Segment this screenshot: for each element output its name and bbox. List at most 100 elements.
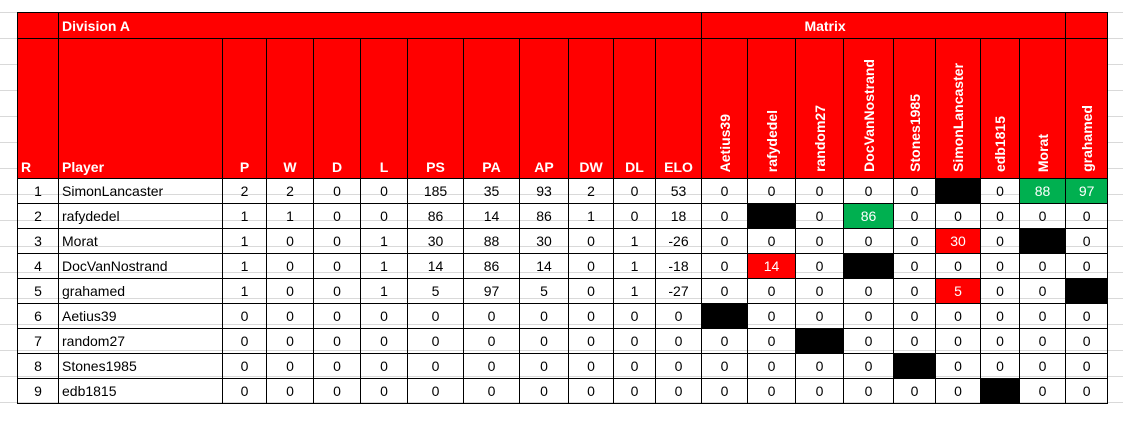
matrix-cell: 0: [980, 353, 1020, 379]
stat-cell: 0: [266, 228, 314, 254]
column-header: DW: [568, 38, 614, 179]
stat-cell: 0: [222, 303, 267, 329]
player-name: Aetius39: [58, 303, 223, 329]
stat-cell: 0: [613, 378, 656, 404]
stat-cell: 0: [568, 303, 614, 329]
matrix-cell: 0: [843, 353, 894, 379]
matrix-cell: 0: [747, 328, 796, 354]
stat-cell: 1: [613, 253, 656, 279]
matrix-cell: 0: [701, 203, 748, 229]
player-name: Morat: [58, 228, 223, 254]
stat-cell: 0: [568, 278, 614, 304]
matrix-cell: 0: [893, 203, 936, 229]
data-row: 2 rafydedel 1 1 0 0 86 14 86 1 0 18 0 0 86 0 0 0 0 0: [17, 203, 1109, 229]
stat-cell: 6: [17, 303, 59, 329]
player-name: grahamed: [58, 278, 223, 304]
highlight-cell: 30: [935, 228, 981, 254]
matrix-cell: 0: [747, 178, 796, 204]
matrix-cell: 0: [747, 353, 796, 379]
matrix-header-cell: Aetius39: [701, 38, 748, 179]
stat-cell: -27: [655, 278, 702, 304]
title-row: Division A Matrix: [17, 12, 1109, 39]
matrix-cell: 0: [701, 178, 748, 204]
matrix-cell: 0: [1018, 303, 1067, 329]
stat-cell: 93: [519, 178, 569, 204]
matrix-cell: 0: [1065, 203, 1109, 229]
column-header: AP: [519, 38, 569, 179]
stat-cell: 88: [463, 228, 520, 254]
matrix-cell: 0: [701, 328, 748, 354]
matrix-cell: 0: [935, 378, 981, 404]
matrix-cell: 0: [893, 228, 936, 254]
matrix-cell: 0: [935, 253, 981, 279]
player-name: edb1815: [58, 378, 223, 404]
table-body: Division A Matrix R Player P W D L PS PA AP DW DL E…: [17, 12, 1109, 404]
stat-cell: 9: [17, 378, 59, 404]
stat-cell: 0: [519, 353, 569, 379]
stat-cell: 5: [519, 278, 569, 304]
data-row: 3 Morat 1 0 0 1 30 88 30 0 1 -26 0 0 0 0 0 30 0 0: [17, 228, 1109, 254]
stat-cell: 0: [360, 378, 408, 404]
matrix-column-header: Stones1985: [906, 94, 923, 172]
matrix-cell: 0: [795, 378, 844, 404]
matrix-cell: 0: [893, 278, 936, 304]
stat-cell: 5: [17, 278, 59, 304]
stat-cell: 0: [313, 278, 361, 304]
matrix-cell: 0: [1018, 203, 1067, 229]
matrix-cell: 0: [893, 328, 936, 354]
matrix-header-cell: Morat: [1018, 38, 1067, 179]
blocked-cell: [1065, 278, 1109, 304]
stat-cell: 0: [613, 303, 656, 329]
stat-cell: 1: [222, 253, 267, 279]
blank-cell: [17, 12, 59, 39]
blocked-cell: [980, 378, 1020, 404]
stat-cell: 18: [655, 203, 702, 229]
stat-cell: 0: [568, 253, 614, 279]
blocked-cell: [747, 203, 796, 229]
matrix-cell: 0: [980, 228, 1020, 254]
stat-cell: 0: [313, 178, 361, 204]
stat-cell: 0: [655, 303, 702, 329]
matrix-column-header: grahamed: [1078, 105, 1095, 172]
matrix-cell: 0: [747, 278, 796, 304]
stat-cell: 86: [519, 203, 569, 229]
matrix-cell: 0: [843, 228, 894, 254]
matrix-column-header: random27: [811, 105, 828, 172]
stat-cell: 0: [266, 378, 314, 404]
stat-cell: 1: [222, 203, 267, 229]
highlight-cell: 14: [747, 253, 796, 279]
stat-cell: 4: [17, 253, 59, 279]
stat-cell: 0: [407, 378, 464, 404]
matrix-cell: 0: [843, 178, 894, 204]
matrix-column-header: Aetius39: [716, 113, 733, 172]
matrix-cell: 0: [935, 328, 981, 354]
matrix-cell: 0: [701, 228, 748, 254]
matrix-cell: 0: [795, 253, 844, 279]
stat-cell: 14: [407, 253, 464, 279]
blocked-cell: [843, 253, 894, 279]
matrix-cell: 0: [980, 328, 1020, 354]
matrix-cell: 0: [843, 278, 894, 304]
stat-cell: 5: [407, 278, 464, 304]
stat-cell: -26: [655, 228, 702, 254]
matrix-cell: 0: [701, 253, 748, 279]
column-header: R: [17, 38, 59, 179]
standings-table: Division A Matrix R Player P W D L PS PA AP DW DL E…: [17, 12, 1109, 404]
matrix-cell: 0: [1018, 328, 1067, 354]
stat-cell: 0: [313, 378, 361, 404]
stat-cell: 0: [313, 203, 361, 229]
blocked-cell: [935, 178, 981, 204]
matrix-cell: 0: [1065, 228, 1109, 254]
stat-cell: 53: [655, 178, 702, 204]
stat-cell: 0: [360, 178, 408, 204]
matrix-cell: 0: [843, 378, 894, 404]
stat-cell: 97: [463, 278, 520, 304]
highlight-cell: 88: [1018, 178, 1067, 204]
stat-cell: 0: [613, 178, 656, 204]
matrix-header-cell: edb1815: [980, 38, 1020, 179]
stat-cell: 0: [313, 353, 361, 379]
matrix-column-header: Morat: [1034, 133, 1051, 172]
stat-cell: 1: [360, 253, 408, 279]
matrix-title: Matrix: [700, 12, 1067, 39]
